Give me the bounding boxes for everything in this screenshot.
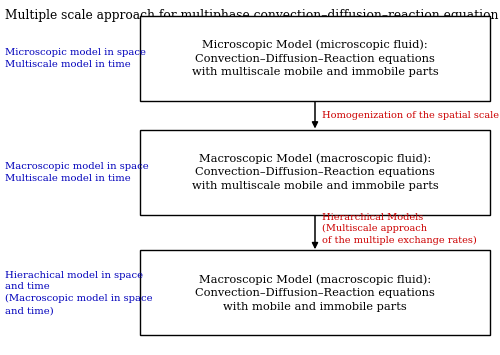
Text: Macroscopic model in space
Multiscale model in time: Macroscopic model in space Multiscale mo…: [5, 162, 149, 182]
FancyBboxPatch shape: [140, 250, 490, 335]
Text: Microscopic model in space
Multiscale model in time: Microscopic model in space Multiscale mo…: [5, 48, 146, 69]
Text: Hierarchical Models
(Multiscale approach
of the multiple exchange rates): Hierarchical Models (Multiscale approach…: [322, 213, 477, 245]
FancyBboxPatch shape: [140, 16, 490, 101]
FancyBboxPatch shape: [140, 130, 490, 215]
Text: Homogenization of the spatial scale: Homogenization of the spatial scale: [322, 111, 500, 120]
Text: Multiple scale approach for multiphase convection–diffusion–reaction equation: Multiple scale approach for multiphase c…: [5, 9, 498, 22]
Text: Macroscopic Model (macroscopic fluid):
Convection–Diffusion–Reaction equations
w: Macroscopic Model (macroscopic fluid): C…: [195, 274, 435, 312]
Text: Macroscopic Model (macroscopic fluid):
Convection–Diffusion–Reaction equations
w: Macroscopic Model (macroscopic fluid): C…: [192, 153, 438, 191]
Text: Hierachical model in space
and time
(Macroscopic model in space
and time): Hierachical model in space and time (Mac…: [5, 271, 152, 315]
Text: Microscopic Model (microscopic fluid):
Convection–Diffusion–Reaction equations
w: Microscopic Model (microscopic fluid): C…: [192, 40, 438, 77]
